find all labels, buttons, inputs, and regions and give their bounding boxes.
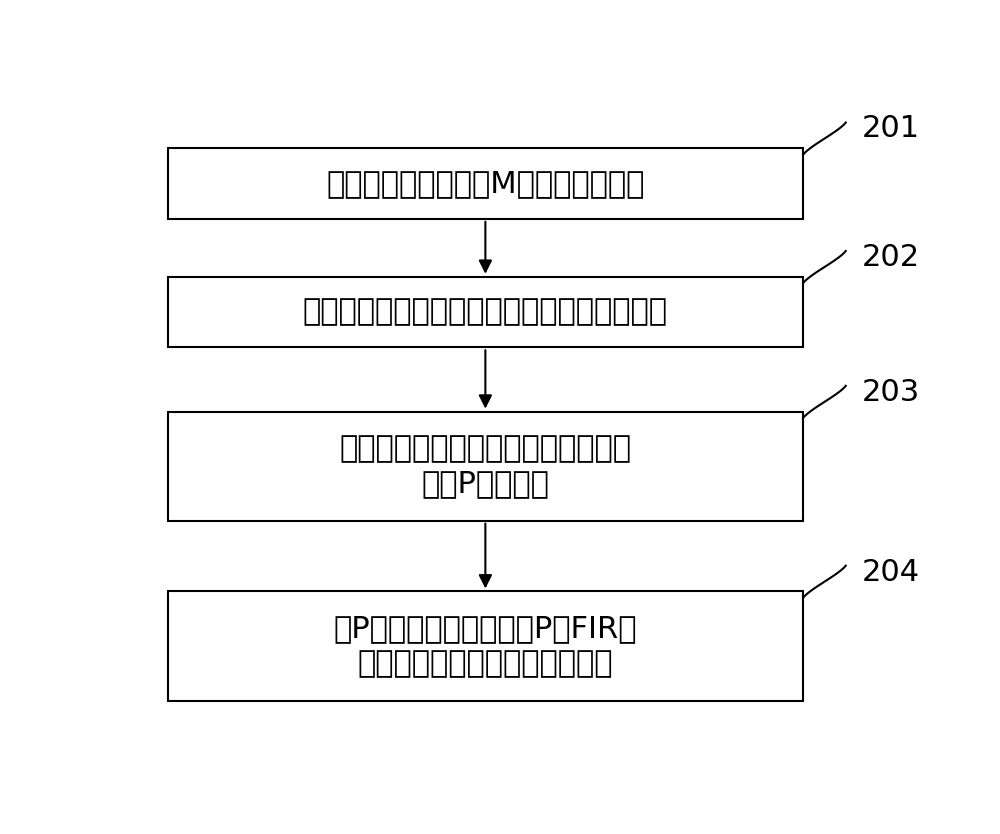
Text: 202: 202	[861, 243, 919, 272]
Text: 根据当前的抽取因子从多个数据组中: 根据当前的抽取因子从多个数据组中	[339, 434, 631, 463]
Bar	[168, 591, 803, 701]
Text: 缓存当前时刻获取的M路并行输入数据: 缓存当前时刻获取的M路并行输入数据	[326, 169, 645, 198]
Text: 滤波器中，以执行数据处理操作: 滤波器中，以执行数据处理操作	[358, 649, 613, 678]
Bar	[168, 277, 803, 347]
Text: 抽取P个数据组: 抽取P个数据组	[421, 470, 549, 498]
Text: 204: 204	[861, 558, 919, 586]
Text: 201: 201	[861, 114, 919, 143]
Bar	[168, 411, 803, 520]
Text: 203: 203	[861, 378, 920, 407]
Text: 将P个数据组分别输出至P个FIR子: 将P个数据组分别输出至P个FIR子	[334, 614, 637, 643]
Text: 将缓存的所有数据进行组合后获得多个数据组: 将缓存的所有数据进行组合后获得多个数据组	[303, 298, 668, 326]
Bar	[168, 148, 803, 219]
